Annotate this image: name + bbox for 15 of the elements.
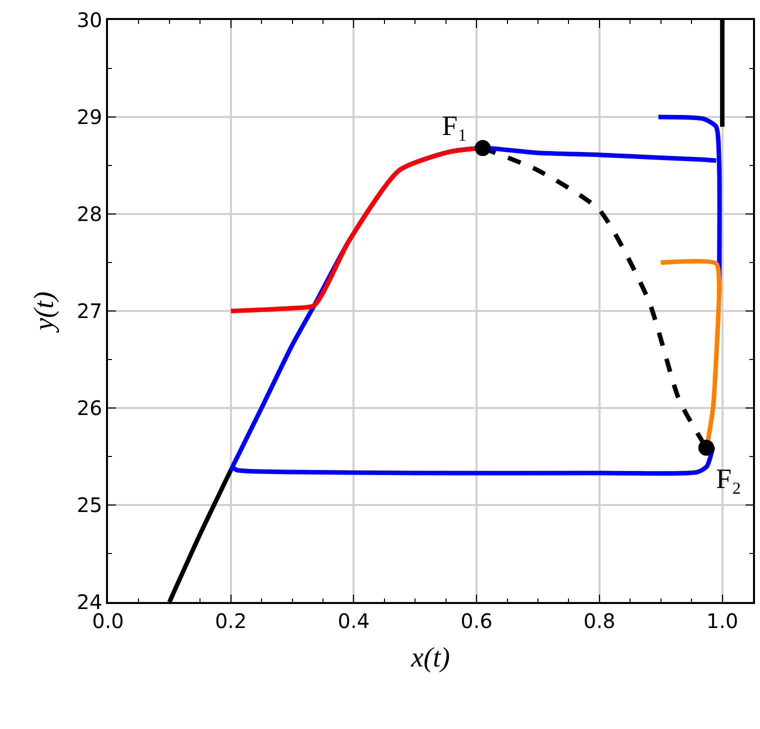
x-tick-label: 1.0 xyxy=(706,608,738,633)
x-axis-title: x(t) xyxy=(410,642,450,674)
x-tick-label: 0.4 xyxy=(338,608,370,633)
y-tick-label: 25 xyxy=(76,493,102,517)
y-tick-label: 30 xyxy=(76,8,102,32)
x-tick-label: 0.8 xyxy=(584,608,616,633)
y-tick-label: 26 xyxy=(76,396,102,420)
annotation: F₁ xyxy=(442,111,468,142)
y-tick-label: 27 xyxy=(76,299,102,323)
annotation: F₂ xyxy=(716,464,742,495)
y-axis-title: y(t) xyxy=(28,292,60,334)
y-tick-label: 28 xyxy=(76,202,102,226)
x-tick-label: 0.2 xyxy=(214,608,247,633)
y-tick-label: 29 xyxy=(76,105,102,129)
x-tick-label: 0.6 xyxy=(460,608,492,633)
